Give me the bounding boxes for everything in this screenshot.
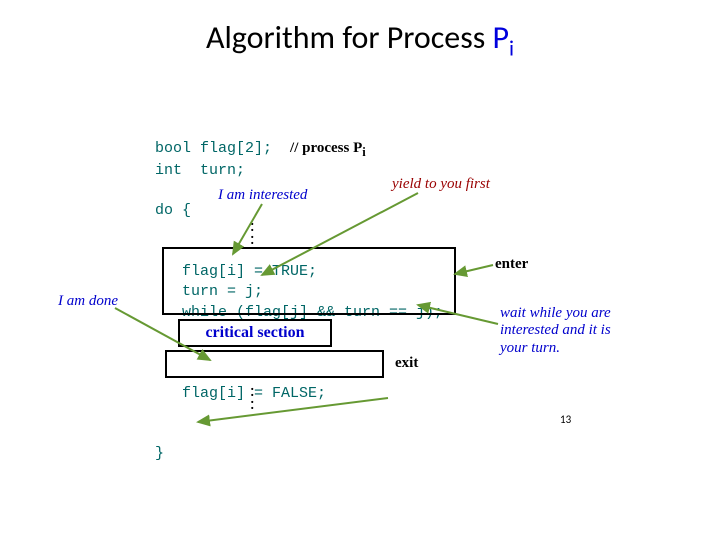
wait-line-3: your turn. [500,340,560,356]
code-comment-1: // process Pi [290,140,366,156]
code-line-14: } [155,445,164,462]
wait-line-1: wait while you are [500,305,611,321]
critical-section-box: critical section [178,319,332,347]
code-line-2: int turn; [155,162,245,179]
slide-number: 13 [560,413,571,426]
title-main: Algorithm for Process [206,18,493,57]
enter-arrow [455,265,493,274]
annot-interested: I am interested [218,187,307,204]
annot-done: I am done [58,293,118,310]
annot-enter: enter [495,256,528,273]
annot-wait: wait while you are interested and it is … [500,305,611,357]
vdots-bottom: .... [250,381,255,406]
slide-title: Algorithm for Process Pi [0,18,720,61]
critical-section-label: critical section [205,324,304,342]
annot-yield: yield to you first [392,176,490,193]
title-subscript: i [509,34,514,61]
enter-box [162,247,456,315]
annot-exit: exit [395,355,418,372]
vdots-top: .... [250,216,255,241]
code-line-4: do { [155,202,191,219]
code-line-1: bool flag[2]; [155,140,272,157]
title-p: P [492,18,509,57]
wait-line-2: interested and it is [500,322,611,338]
exit-box [165,350,384,378]
code-line-12: flag[i] = FALSE; [155,385,326,402]
